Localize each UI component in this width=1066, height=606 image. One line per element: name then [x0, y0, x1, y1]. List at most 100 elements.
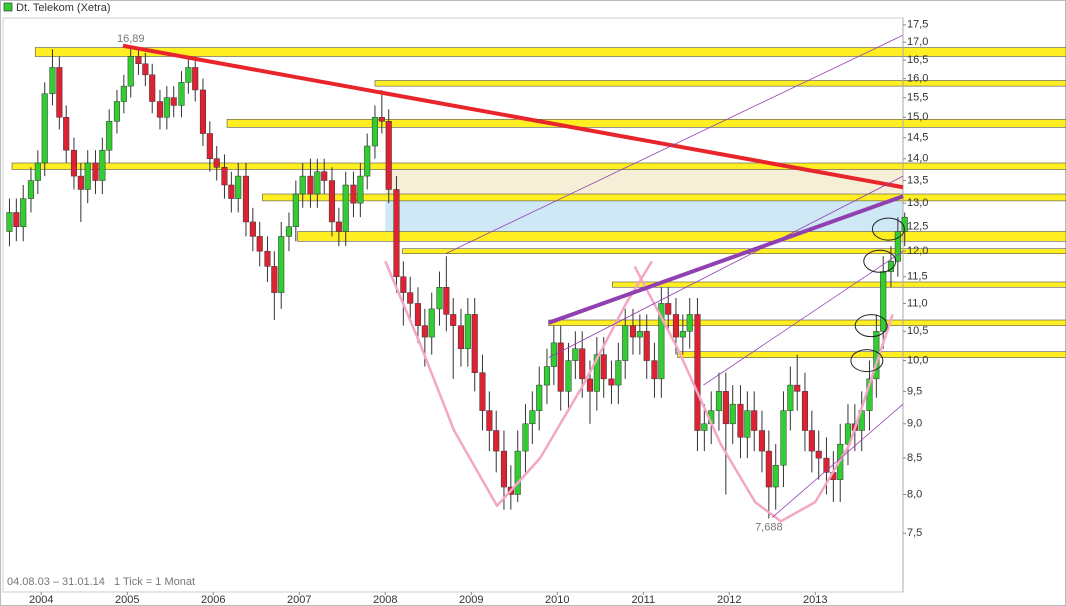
candle-body [686, 314, 693, 332]
y-tick-label: 9,0 [907, 418, 922, 430]
candle-body [249, 221, 256, 237]
candle-body [378, 117, 385, 122]
annotation: 7,688 [755, 521, 783, 533]
level-zone [677, 351, 1066, 358]
candle-body [672, 314, 680, 338]
candle-body [63, 117, 70, 151]
candle-body [772, 464, 779, 488]
level-zone [226, 119, 1066, 128]
x-tick-label: 2006 [201, 594, 225, 606]
candle-body [292, 193, 299, 227]
candle-body [92, 162, 99, 181]
candle-body [77, 175, 84, 190]
candle-body [471, 314, 478, 373]
candle-body [522, 423, 529, 452]
y-tick-label: 12,0 [907, 245, 928, 257]
y-tick-label: 14,5 [907, 132, 928, 144]
candle-body [321, 171, 328, 181]
y-tick-label: 16,5 [907, 54, 928, 66]
x-tick-label: 2008 [373, 594, 397, 606]
y-tick-label: 17,5 [907, 19, 928, 31]
candle-body [6, 212, 13, 232]
candle-body [278, 236, 285, 293]
y-tick-label: 7,5 [907, 527, 922, 539]
candle-body [751, 410, 758, 431]
candle-body [113, 101, 121, 122]
y-tick-label: 15,5 [907, 92, 928, 104]
x-tick-label: 2009 [459, 594, 483, 606]
candle-body [41, 93, 48, 164]
candle-body [49, 67, 56, 95]
candle-body [593, 354, 600, 392]
y-tick-label: 12,5 [907, 221, 928, 233]
y-tick-label: 13,0 [907, 197, 928, 209]
candle-body [729, 403, 736, 425]
candle-body [608, 378, 615, 386]
trend-line [772, 403, 904, 518]
candle-body [500, 450, 508, 488]
x-tick-label: 2012 [717, 594, 741, 606]
candle-body [135, 56, 142, 65]
candle-body [20, 198, 27, 227]
candle-body [364, 145, 371, 177]
candle-body [600, 354, 607, 380]
candle-body [737, 403, 744, 438]
x-tick-label: 2010 [545, 594, 569, 606]
candle-body [780, 410, 787, 466]
y-tick-label: 13,5 [907, 174, 928, 186]
candle-body [414, 303, 422, 326]
candle-body [464, 314, 471, 349]
candle-body [450, 314, 457, 326]
highlight-ellipse [850, 349, 884, 373]
candle-body [127, 56, 134, 87]
candle-body [400, 276, 407, 293]
level-zone [548, 319, 1066, 326]
candle-body [651, 360, 658, 380]
candle-body [694, 314, 701, 431]
candle-body [242, 175, 250, 223]
candle-body [436, 287, 443, 310]
candle-body [328, 180, 336, 223]
candle-body [199, 89, 207, 134]
trend-line [122, 43, 904, 190]
trend-line [548, 175, 904, 358]
candle-body [572, 348, 579, 361]
candle-body [565, 360, 572, 392]
candle-body [385, 121, 392, 190]
pink-curve [384, 260, 653, 508]
legend-swatch [3, 2, 13, 12]
candle-body [357, 175, 364, 204]
candle-body [493, 430, 500, 452]
annotation: 16,89 [117, 33, 145, 45]
candle-body [658, 303, 665, 380]
candle-body [794, 384, 801, 392]
candle-body [149, 74, 156, 102]
y-tick-label: 14,0 [907, 153, 928, 165]
level-zone [261, 193, 1066, 202]
y-tick-label: 8,5 [907, 452, 922, 464]
trend-line [703, 250, 904, 386]
candle-body [56, 67, 63, 118]
candle-body [106, 121, 113, 151]
candle-body [543, 366, 551, 386]
candle-body [99, 149, 106, 181]
candle-body [228, 184, 235, 199]
candle-body [13, 212, 20, 227]
candle-body [801, 391, 809, 431]
candle-body [156, 101, 164, 118]
candle-body [679, 331, 686, 338]
candle-body [84, 162, 91, 190]
candle-body [514, 450, 521, 495]
candle-body [120, 85, 127, 102]
candle-body [823, 457, 830, 473]
candle-body [880, 271, 887, 332]
y-tick-label: 11,5 [907, 271, 928, 283]
candle-body [271, 266, 278, 293]
level-zone [297, 231, 1066, 242]
y-tick-label: 8,0 [907, 488, 922, 500]
candle-body [744, 410, 751, 438]
y-tick-label: 10,0 [907, 355, 928, 367]
candle-body [307, 175, 314, 195]
x-tick-label: 2013 [803, 594, 827, 606]
